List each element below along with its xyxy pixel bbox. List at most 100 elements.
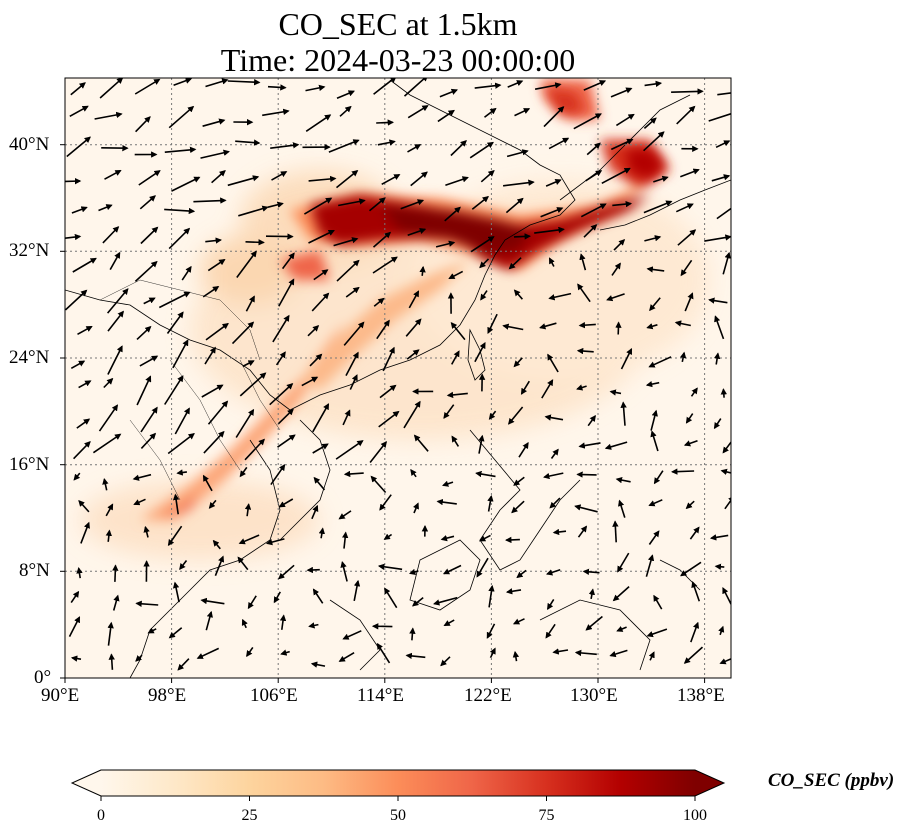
wind-vector-arrow xyxy=(280,649,290,656)
wind-vector-arrow xyxy=(245,295,255,312)
wind-vector-arrow xyxy=(168,105,195,129)
wind-vector-arrow xyxy=(340,561,348,582)
wind-vector-arrow xyxy=(689,526,700,540)
wind-vector-arrow xyxy=(471,196,490,210)
wind-vector-arrow xyxy=(604,441,628,450)
wind-vector-arrow xyxy=(309,353,323,367)
wind-vector-arrow xyxy=(353,579,361,602)
wind-vector-arrow xyxy=(76,567,83,579)
wind-vector-arrow xyxy=(645,554,655,577)
lat-tick-label: 24°N xyxy=(9,347,50,368)
wind-vector-arrow xyxy=(168,227,191,250)
wind-vector-arrow xyxy=(547,598,555,610)
wind-vector-arrow xyxy=(133,498,146,506)
wind-vector-arrow xyxy=(405,652,426,660)
wind-vector-arrow xyxy=(513,289,524,300)
wind-vector-arrow xyxy=(617,499,626,518)
wind-vector-arrow xyxy=(140,226,159,245)
wind-vector-arrow xyxy=(675,203,694,213)
wind-vector-arrow xyxy=(69,105,89,118)
wind-vector-arrow xyxy=(505,197,524,214)
wind-vector-arrow xyxy=(73,440,91,460)
wind-vector-arrow xyxy=(80,521,90,544)
lat-tick-label: 0° xyxy=(34,667,52,688)
wind-vector-arrow xyxy=(207,258,226,272)
wind-vector-arrow xyxy=(543,106,565,128)
wind-vector-arrow xyxy=(516,569,527,579)
wind-vector-arrow xyxy=(76,418,91,429)
wind-vector-arrow xyxy=(616,625,627,632)
wind-vector-arrow xyxy=(207,400,229,425)
wind-vector-arrow xyxy=(238,534,260,545)
wind-vector-arrow xyxy=(720,388,728,398)
wind-vector-arrow xyxy=(177,658,190,671)
wind-vector-arrow xyxy=(674,320,691,327)
wind-vector-arrow xyxy=(646,323,658,330)
wind-vector-arrow xyxy=(246,646,254,658)
wind-vector-arrow xyxy=(512,618,525,625)
wind-vector-arrow xyxy=(718,625,725,636)
wind-vector-arrow xyxy=(376,319,390,340)
wind-vector-arrow xyxy=(277,408,294,425)
wind-vector-arrow xyxy=(410,171,428,187)
wind-vector-arrow xyxy=(511,500,525,514)
wind-vector-arrow xyxy=(615,113,635,127)
wind-vector-arrow xyxy=(381,173,401,186)
wind-vector-arrow xyxy=(278,498,294,508)
wind-vector-arrow xyxy=(610,138,634,151)
wind-vector-arrow xyxy=(204,346,216,365)
wind-vector-arrow xyxy=(588,588,596,600)
lat-tick-label: 32°N xyxy=(9,240,50,261)
wind-vector-arrow xyxy=(70,590,80,604)
wind-vector-arrow xyxy=(205,322,229,341)
wind-vector-arrow xyxy=(227,175,260,187)
wind-vector-arrow xyxy=(480,170,495,183)
wind-vector-arrow xyxy=(338,652,355,662)
wind-vector-arrow xyxy=(208,499,217,509)
wind-vector-arrow xyxy=(279,614,287,630)
wind-vector-arrow xyxy=(205,78,229,88)
wind-vector-arrow xyxy=(202,285,220,298)
wind-vector-arrow xyxy=(408,568,419,575)
wind-vector-arrow xyxy=(514,108,531,117)
wind-vector-arrow xyxy=(469,141,494,159)
wind-vector-arrow xyxy=(205,237,222,244)
wind-vector-arrow xyxy=(609,389,622,396)
wind-vector-arrow xyxy=(539,322,557,330)
wind-vector-arrow xyxy=(648,530,660,545)
wind-vector-arrow xyxy=(143,297,156,305)
wind-vector-arrow xyxy=(281,252,295,270)
wind-vector-arrow xyxy=(173,78,193,86)
wind-vector-arrow xyxy=(442,564,462,575)
wind-vector-arrow xyxy=(335,169,359,189)
wind-vector-arrow xyxy=(450,140,467,157)
wind-vector-arrow xyxy=(443,404,455,419)
wind-vector-arrow xyxy=(94,111,123,120)
wind-vector-arrow xyxy=(70,82,86,96)
wind-vector-arrow xyxy=(650,409,658,431)
wind-vector-arrow xyxy=(181,265,192,281)
wind-vector-arrow xyxy=(143,525,150,538)
wind-vector-arrow xyxy=(488,584,495,608)
map-frame xyxy=(64,77,732,679)
wind-vector-arrow xyxy=(645,380,660,388)
wind-vector-arrow xyxy=(343,321,365,346)
wind-vector-arrow xyxy=(370,475,387,494)
wind-vector-arrow xyxy=(480,290,488,301)
wind-vector-arrow xyxy=(653,594,663,610)
wind-vector-arrow xyxy=(440,656,451,667)
wind-vector-arrow xyxy=(441,480,454,487)
wind-vector-arrow xyxy=(176,469,188,476)
wind-vector-arrow xyxy=(267,201,284,208)
wind-vector-arrow xyxy=(306,566,320,574)
wind-vector-arrow xyxy=(450,322,466,341)
wind-vector-arrow xyxy=(301,376,319,387)
wind-vector-arrow xyxy=(278,278,295,307)
wind-vector-arrow xyxy=(679,351,687,363)
lon-tick-label: 90°E xyxy=(41,685,80,706)
wind-vector-arrow xyxy=(671,88,704,95)
wind-vector-arrow xyxy=(534,82,562,90)
wind-vector-arrow xyxy=(448,270,464,280)
wind-vector-arrow xyxy=(479,258,490,269)
wind-vector-arrow xyxy=(653,175,669,183)
